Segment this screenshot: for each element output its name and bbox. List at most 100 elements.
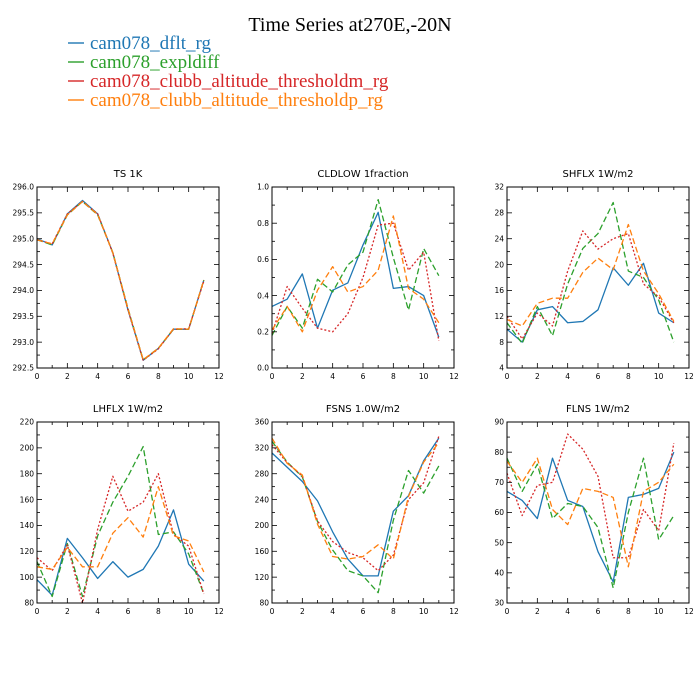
- legend: cam078_dflt_rgcam078_expldiffcam078_club…: [68, 33, 389, 111]
- y-tick-label: 80: [494, 448, 504, 457]
- y-tick-label: 120: [255, 573, 270, 582]
- panel-title: FLNS 1W/m2: [566, 404, 630, 415]
- panel-title: TS 1K: [113, 169, 143, 180]
- panel-1: CLDLOW 1fraction 0 2 4 6 8 10 12 0.0 0.2 0.4 0.6 0.8…: [257, 169, 459, 381]
- y-tick-label: 4: [499, 364, 504, 373]
- x-tick-label: 8: [156, 607, 161, 616]
- x-tick-label: 12: [684, 607, 694, 616]
- series-line-3: [36, 200, 205, 361]
- y-tick-label: 293.5: [13, 312, 35, 321]
- x-tick-label: 0: [270, 372, 275, 381]
- x-tick-label: 2: [65, 372, 70, 381]
- x-tick-label: 2: [300, 607, 305, 616]
- legend-label-0: cam078_dflt_rg: [90, 33, 212, 54]
- x-tick-label: 12: [449, 372, 459, 381]
- y-tick-label: 70: [494, 478, 504, 487]
- series-line-3: [506, 223, 675, 327]
- series-line-3: [506, 457, 675, 568]
- panel-5: FLNS 1W/m2 0 2 4 6 8 10 12 30 40 50 60 70 80 90: [494, 404, 694, 616]
- x-tick-label: 0: [505, 372, 510, 381]
- y-tick-label: 0.0: [257, 364, 269, 373]
- series-line-0: [271, 437, 440, 577]
- y-tick-label: 180: [20, 469, 35, 478]
- x-tick-label: 0: [35, 372, 40, 381]
- y-tick-label: 24: [494, 234, 504, 243]
- series-line-0: [506, 262, 675, 343]
- x-tick-label: 6: [596, 607, 601, 616]
- plot-frame: [36, 186, 220, 369]
- y-tick-label: 280: [255, 469, 270, 478]
- panel-title: LHFLX 1W/m2: [93, 404, 163, 415]
- series-line-2: [36, 473, 205, 604]
- x-tick-label: 8: [626, 607, 631, 616]
- x-tick-label: 6: [126, 372, 131, 381]
- x-tick-label: 4: [565, 607, 570, 616]
- y-tick-label: 200: [255, 521, 270, 530]
- y-tick-label: 16: [494, 286, 504, 295]
- plot-frame: [506, 421, 690, 604]
- series-line-2: [506, 230, 675, 340]
- series-line-1: [271, 441, 440, 594]
- x-tick-label: 10: [184, 607, 194, 616]
- series-line-3: [36, 485, 205, 573]
- y-tick-label: 50: [494, 538, 504, 547]
- x-tick-label: 0: [270, 607, 275, 616]
- y-tick-label: 140: [20, 521, 35, 530]
- x-tick-label: 0: [35, 607, 40, 616]
- y-tick-label: 200: [20, 444, 35, 453]
- y-tick-label: 320: [255, 444, 270, 453]
- panel-title: SHFLX 1W/m2: [563, 169, 634, 180]
- x-tick-label: 2: [65, 607, 70, 616]
- x-tick-label: 2: [535, 607, 540, 616]
- y-tick-label: 80: [259, 599, 269, 608]
- series-line-0: [271, 211, 440, 338]
- panel-title: FSNS 1.0W/m2: [326, 404, 400, 415]
- x-tick-label: 12: [214, 607, 224, 616]
- y-tick-label: 20: [494, 260, 504, 269]
- y-tick-label: 8: [499, 338, 504, 347]
- y-tick-label: 0.2: [257, 328, 269, 337]
- x-tick-label: 10: [419, 372, 429, 381]
- y-tick-label: 160: [20, 495, 35, 504]
- x-tick-label: 6: [361, 607, 366, 616]
- series-line-3: [271, 437, 440, 560]
- series-line-1: [36, 445, 205, 598]
- series-line-2: [271, 436, 440, 572]
- y-tick-label: 0.6: [257, 255, 269, 264]
- x-tick-label: 8: [156, 372, 161, 381]
- x-tick-label: 10: [654, 372, 664, 381]
- x-tick-label: 0: [505, 607, 510, 616]
- y-tick-label: 295.5: [13, 209, 35, 218]
- y-tick-label: 0.4: [257, 291, 269, 300]
- y-tick-label: 90: [494, 418, 504, 427]
- x-tick-label: 8: [626, 372, 631, 381]
- x-tick-label: 10: [419, 607, 429, 616]
- series-line-3: [271, 215, 440, 333]
- y-tick-label: 28: [494, 209, 504, 218]
- y-tick-label: 294.5: [13, 260, 35, 269]
- x-tick-label: 8: [391, 607, 396, 616]
- panel-3: LHFLX 1W/m2 0 2 4 6 8 10 12 80 100 120 140 160 180 200…: [20, 404, 224, 616]
- x-tick-label: 6: [596, 372, 601, 381]
- y-tick-label: 120: [20, 547, 35, 556]
- x-tick-label: 4: [95, 607, 100, 616]
- x-tick-label: 10: [184, 372, 194, 381]
- series-line-1: [506, 457, 675, 589]
- x-tick-label: 6: [126, 607, 131, 616]
- series-line-0: [36, 509, 205, 596]
- y-tick-label: 30: [494, 599, 504, 608]
- x-tick-label: 2: [300, 372, 305, 381]
- y-tick-label: 240: [255, 495, 270, 504]
- y-tick-label: 294.0: [13, 286, 35, 295]
- y-tick-label: 40: [494, 569, 504, 578]
- x-tick-label: 8: [391, 372, 396, 381]
- series-line-1: [271, 199, 440, 336]
- x-tick-label: 12: [449, 607, 459, 616]
- y-tick-label: 220: [20, 418, 35, 427]
- panel-4: FSNS 1.0W/m2 0 2 4 6 8 10 12 80 120 160 200 240 280 32…: [255, 404, 459, 616]
- x-tick-label: 4: [330, 607, 335, 616]
- x-tick-label: 4: [330, 372, 335, 381]
- y-tick-label: 360: [255, 418, 270, 427]
- series-line-2: [36, 200, 205, 361]
